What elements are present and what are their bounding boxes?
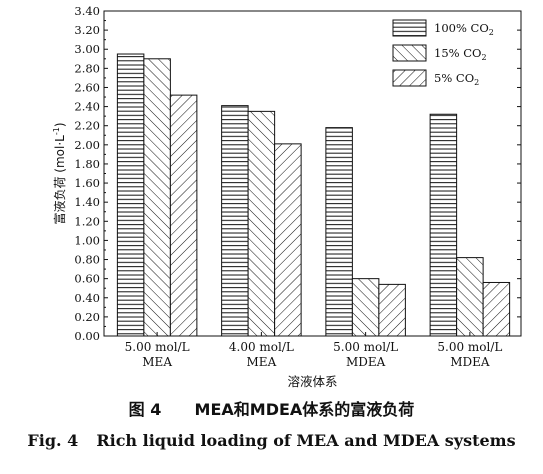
x-axis-title: 溶液体系	[287, 374, 337, 389]
y-tick-label: 0.00	[74, 329, 100, 343]
bar-diag-right-0	[143, 58, 171, 337]
x-tick-label-line2: MEA	[247, 355, 277, 369]
y-tick-label: 0.20	[74, 310, 100, 324]
legend-label: 100% CO2	[434, 21, 494, 37]
y-tick-label: 2.00	[74, 138, 100, 152]
legend-label: 5% CO2	[434, 71, 479, 87]
caption-cn-label: 图 4	[128, 400, 162, 419]
y-tick-label: 2.20	[74, 119, 100, 133]
legend-swatch-horizontal	[392, 19, 427, 37]
legend-swatch-diag-right	[392, 44, 427, 62]
legend-swatch-diag-left	[392, 69, 427, 87]
x-tick-label-line1: 5.00 mol/L	[333, 340, 398, 354]
bar-diag-right-1	[247, 110, 276, 337]
bar-diag-right-2	[351, 278, 380, 337]
figure-caption-english: Fig. 4 Rich liquid loading of MEA and MDE…	[0, 431, 543, 450]
x-tick-label-line2: MDEA	[450, 355, 490, 369]
bar-diag-left-0	[169, 94, 198, 337]
caption-cn-text: MEA和MDEA体系的富液负荷	[194, 400, 415, 419]
x-tick-label-line2: MDEA	[346, 355, 386, 369]
y-tick-label: 1.60	[74, 176, 100, 190]
y-tick-label: 2.40	[74, 100, 100, 114]
bar-horizontal-0	[116, 53, 145, 337]
bar-diag-left-1	[274, 143, 302, 337]
legend-label: 15% CO2	[434, 46, 487, 62]
x-tick-label-line1: 4.00 mol/L	[229, 340, 294, 354]
y-tick-label: 0.80	[74, 253, 100, 267]
figure-caption-chinese: 图 4 MEA和MDEA体系的富液负荷	[0, 396, 543, 420]
bar-diag-left-3	[482, 281, 511, 337]
x-tick-label-line1: 5.00 mol/L	[437, 340, 502, 354]
y-tick-label: 2.80	[74, 61, 100, 75]
y-axis-title: 富液负荷 (mol·L-1)	[52, 122, 67, 224]
y-tick-label: 1.20	[74, 214, 100, 228]
y-tick-label: 0.60	[74, 272, 100, 286]
bar-horizontal-1	[221, 105, 249, 337]
bar-chart: 0.00 0.20 0.40 0.60 0.80 1.00 1.20 1.40 1.60 1.80…	[52, 4, 522, 389]
x-tick-label-line1: 5.00 mol/L	[125, 340, 190, 354]
y-tick-label: 0.40	[74, 291, 100, 305]
y-tick-label: 3.20	[74, 23, 100, 37]
y-tick-label: 3.00	[74, 42, 100, 56]
y-tick-label: 1.80	[74, 157, 100, 171]
x-tick-label-line2: MEA	[142, 355, 172, 369]
bar-diag-right-3	[456, 257, 484, 337]
y-tick-label: 3.40	[74, 4, 100, 18]
bar-horizontal-3	[429, 113, 458, 337]
y-tick-label: 1.40	[74, 195, 100, 209]
caption-en-text: Rich liquid loading of MEA and MDEA syst…	[96, 431, 516, 450]
caption-en-label: Fig. 4	[27, 431, 79, 450]
y-tick-label: 2.60	[74, 80, 100, 94]
bar-diag-left-2	[378, 283, 406, 337]
bar-horizontal-2	[325, 127, 353, 337]
y-tick-label: 1.00	[74, 233, 100, 247]
